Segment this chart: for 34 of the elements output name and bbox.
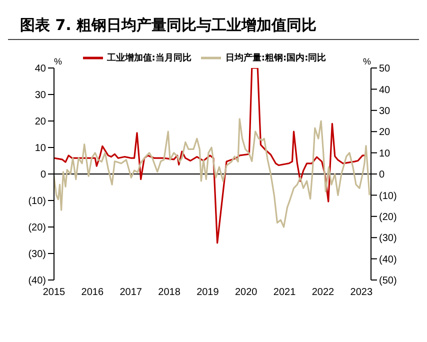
legend-label: 工业增加值:当月同比	[106, 53, 192, 64]
x-tick-label: 2018	[158, 287, 181, 298]
y2-tick-label: 50	[379, 64, 391, 75]
y-tick-label: 40	[34, 64, 46, 75]
y2-tick-label: 10	[379, 148, 391, 160]
y-tick-label: (30)	[28, 249, 46, 260]
x-tick-label: 2022	[312, 287, 335, 298]
chart-title: 图表 7. 粗钢日均产量同比与工业增加值同比	[8, 8, 419, 40]
y2-tick-label: (40)	[379, 254, 397, 266]
y-axis-title: %	[54, 56, 62, 66]
y-tick-label: 20	[34, 116, 46, 128]
y2-tick-label: (50)	[379, 276, 397, 287]
y2-tick-label: 0	[379, 170, 385, 181]
y-tick-label: 10	[34, 143, 46, 154]
x-tick-label: 2016	[81, 287, 104, 298]
legend-label: 日均产量:粗钢:国内:同比	[225, 53, 326, 64]
x-tick-label: 2023	[350, 287, 373, 298]
y2-tick-label: 40	[379, 84, 391, 96]
y-tick-label: (10)	[28, 196, 46, 208]
x-tick-label: 2017	[120, 287, 142, 298]
y-tick-label: 30	[34, 90, 46, 102]
y-tick-label: (20)	[28, 222, 46, 234]
y2-tick-label: (30)	[379, 233, 397, 244]
y2-tick-label: 20	[379, 127, 391, 138]
x-tick-label: 2015	[42, 287, 66, 298]
y2-tick-label: (10)	[379, 190, 397, 202]
y-tick-label: (40)	[28, 276, 46, 287]
x-tick-label: 2020	[234, 287, 258, 298]
x-tick-label: 2019	[196, 287, 220, 298]
x-tick-label: 2021	[273, 287, 296, 298]
y2-axis-title: %	[363, 56, 372, 66]
y2-tick-label: (20)	[379, 212, 397, 223]
y2-tick-label: 30	[379, 106, 391, 117]
y-tick-label: 0	[40, 170, 46, 181]
